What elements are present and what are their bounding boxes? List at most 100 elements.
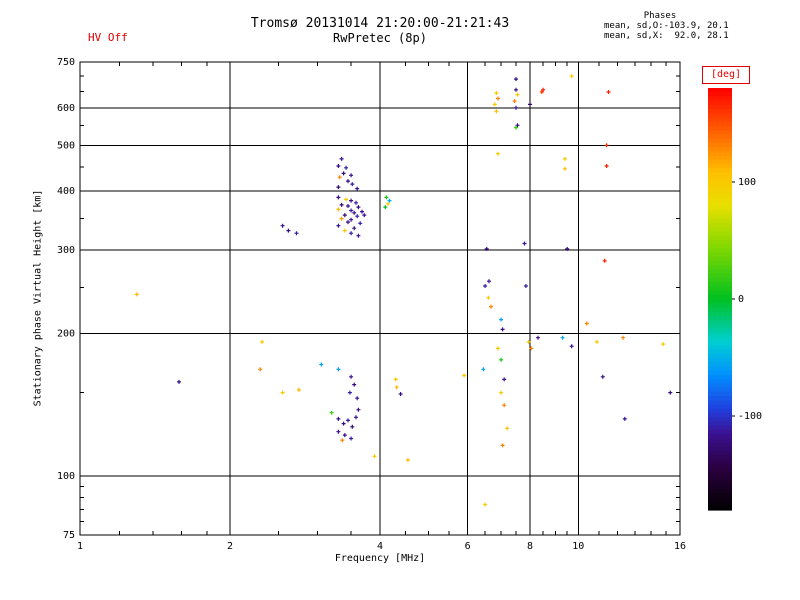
data-point xyxy=(483,284,488,288)
data-point xyxy=(622,416,627,421)
data-point xyxy=(462,373,467,378)
data-point xyxy=(383,205,388,210)
svg-text:100: 100 xyxy=(57,471,75,482)
data-point xyxy=(661,342,666,347)
data-point xyxy=(560,335,565,340)
data-point xyxy=(606,90,611,94)
data-point xyxy=(494,91,499,95)
data-point xyxy=(347,390,352,395)
colorbar xyxy=(708,88,732,511)
svg-text:16: 16 xyxy=(674,541,686,552)
data-point xyxy=(294,231,299,236)
svg-text:200: 200 xyxy=(57,329,75,340)
data-point xyxy=(336,207,341,212)
data-point xyxy=(528,102,532,107)
data-point xyxy=(342,213,347,218)
svg-text:4: 4 xyxy=(377,541,383,552)
data-point xyxy=(336,195,341,200)
plot-frame xyxy=(79,61,681,536)
phases-heading: Phases xyxy=(643,11,677,21)
svg-text:500: 500 xyxy=(57,140,75,151)
data-point xyxy=(337,175,342,180)
data-point xyxy=(339,216,344,221)
data-point xyxy=(350,182,355,187)
data-point xyxy=(500,327,505,332)
data-point xyxy=(398,392,403,396)
data-point xyxy=(355,214,360,219)
tick-labels: 1 2 4 6 8 10 16 75 100 200 300 400 500 600 750 xyxy=(57,57,686,552)
data-point xyxy=(492,102,497,107)
data-point xyxy=(134,292,139,297)
phase-mean-x: mean, sd,X: 92.0, 28.1 xyxy=(604,31,729,41)
x-axis-label: Frequency [MHz] xyxy=(334,553,426,564)
data-point xyxy=(355,396,360,401)
data-point xyxy=(515,92,520,97)
data-point xyxy=(352,382,357,387)
data-point xyxy=(336,185,341,190)
hv-status: HV Off xyxy=(88,31,128,44)
data-point xyxy=(514,105,518,110)
data-point xyxy=(594,339,599,344)
data-point xyxy=(356,407,361,412)
data-point xyxy=(562,166,567,171)
plot-subtitle: RwPretec (8p) xyxy=(333,31,427,45)
data-point xyxy=(336,416,341,421)
data-point xyxy=(523,284,528,288)
svg-text:8: 8 xyxy=(527,541,533,552)
data-point xyxy=(352,210,357,215)
data-point xyxy=(372,454,377,459)
data-point xyxy=(344,197,349,202)
data-point xyxy=(484,246,489,251)
data-point xyxy=(356,205,361,210)
data-point xyxy=(541,87,546,92)
data-point xyxy=(500,443,505,448)
data-point xyxy=(344,165,349,170)
data-point xyxy=(539,90,544,94)
data-point xyxy=(258,367,263,372)
data-point xyxy=(604,164,609,168)
data-point xyxy=(386,201,390,206)
plot-title: Tromsø 20131014 21:20:00-21:21:43 xyxy=(250,16,510,31)
colorbar-units-label: [deg] xyxy=(702,66,750,84)
data-point xyxy=(668,390,673,395)
data-point xyxy=(349,374,354,379)
data-point xyxy=(177,379,181,384)
data-point xyxy=(349,198,354,203)
data-point xyxy=(329,410,334,415)
data-point xyxy=(356,233,361,238)
data-point xyxy=(346,220,350,225)
data-point xyxy=(393,377,398,382)
data-point xyxy=(260,339,265,344)
svg-text:-100: -100 xyxy=(738,411,762,422)
data-point xyxy=(339,156,344,161)
data-point xyxy=(349,217,354,222)
data-point xyxy=(505,426,510,431)
svg-text:100: 100 xyxy=(738,177,756,188)
data-point xyxy=(526,339,531,344)
data-point xyxy=(486,295,491,300)
data-point xyxy=(387,198,392,203)
data-point xyxy=(565,246,570,251)
data-point xyxy=(336,367,341,372)
data-point xyxy=(487,279,491,284)
data-point xyxy=(569,344,574,349)
gridlines xyxy=(80,62,680,535)
colorbar-ticks: 100 0 -100 xyxy=(732,177,762,422)
data-point xyxy=(502,403,507,408)
data-point xyxy=(360,209,364,214)
data-point xyxy=(286,228,291,233)
data-point xyxy=(336,429,341,434)
data-point xyxy=(494,109,499,114)
data-point xyxy=(514,87,518,92)
phase-mean-o: mean, sd,O:-103.9, 20.1 xyxy=(604,21,729,31)
data-point xyxy=(349,436,354,441)
data-point xyxy=(362,213,367,218)
svg-text:0: 0 xyxy=(738,294,744,305)
data-point xyxy=(384,195,389,200)
data-points xyxy=(134,74,673,507)
data-point xyxy=(481,367,486,372)
data-point xyxy=(499,390,504,395)
data-point xyxy=(499,317,504,322)
svg-text:2: 2 xyxy=(227,541,233,552)
